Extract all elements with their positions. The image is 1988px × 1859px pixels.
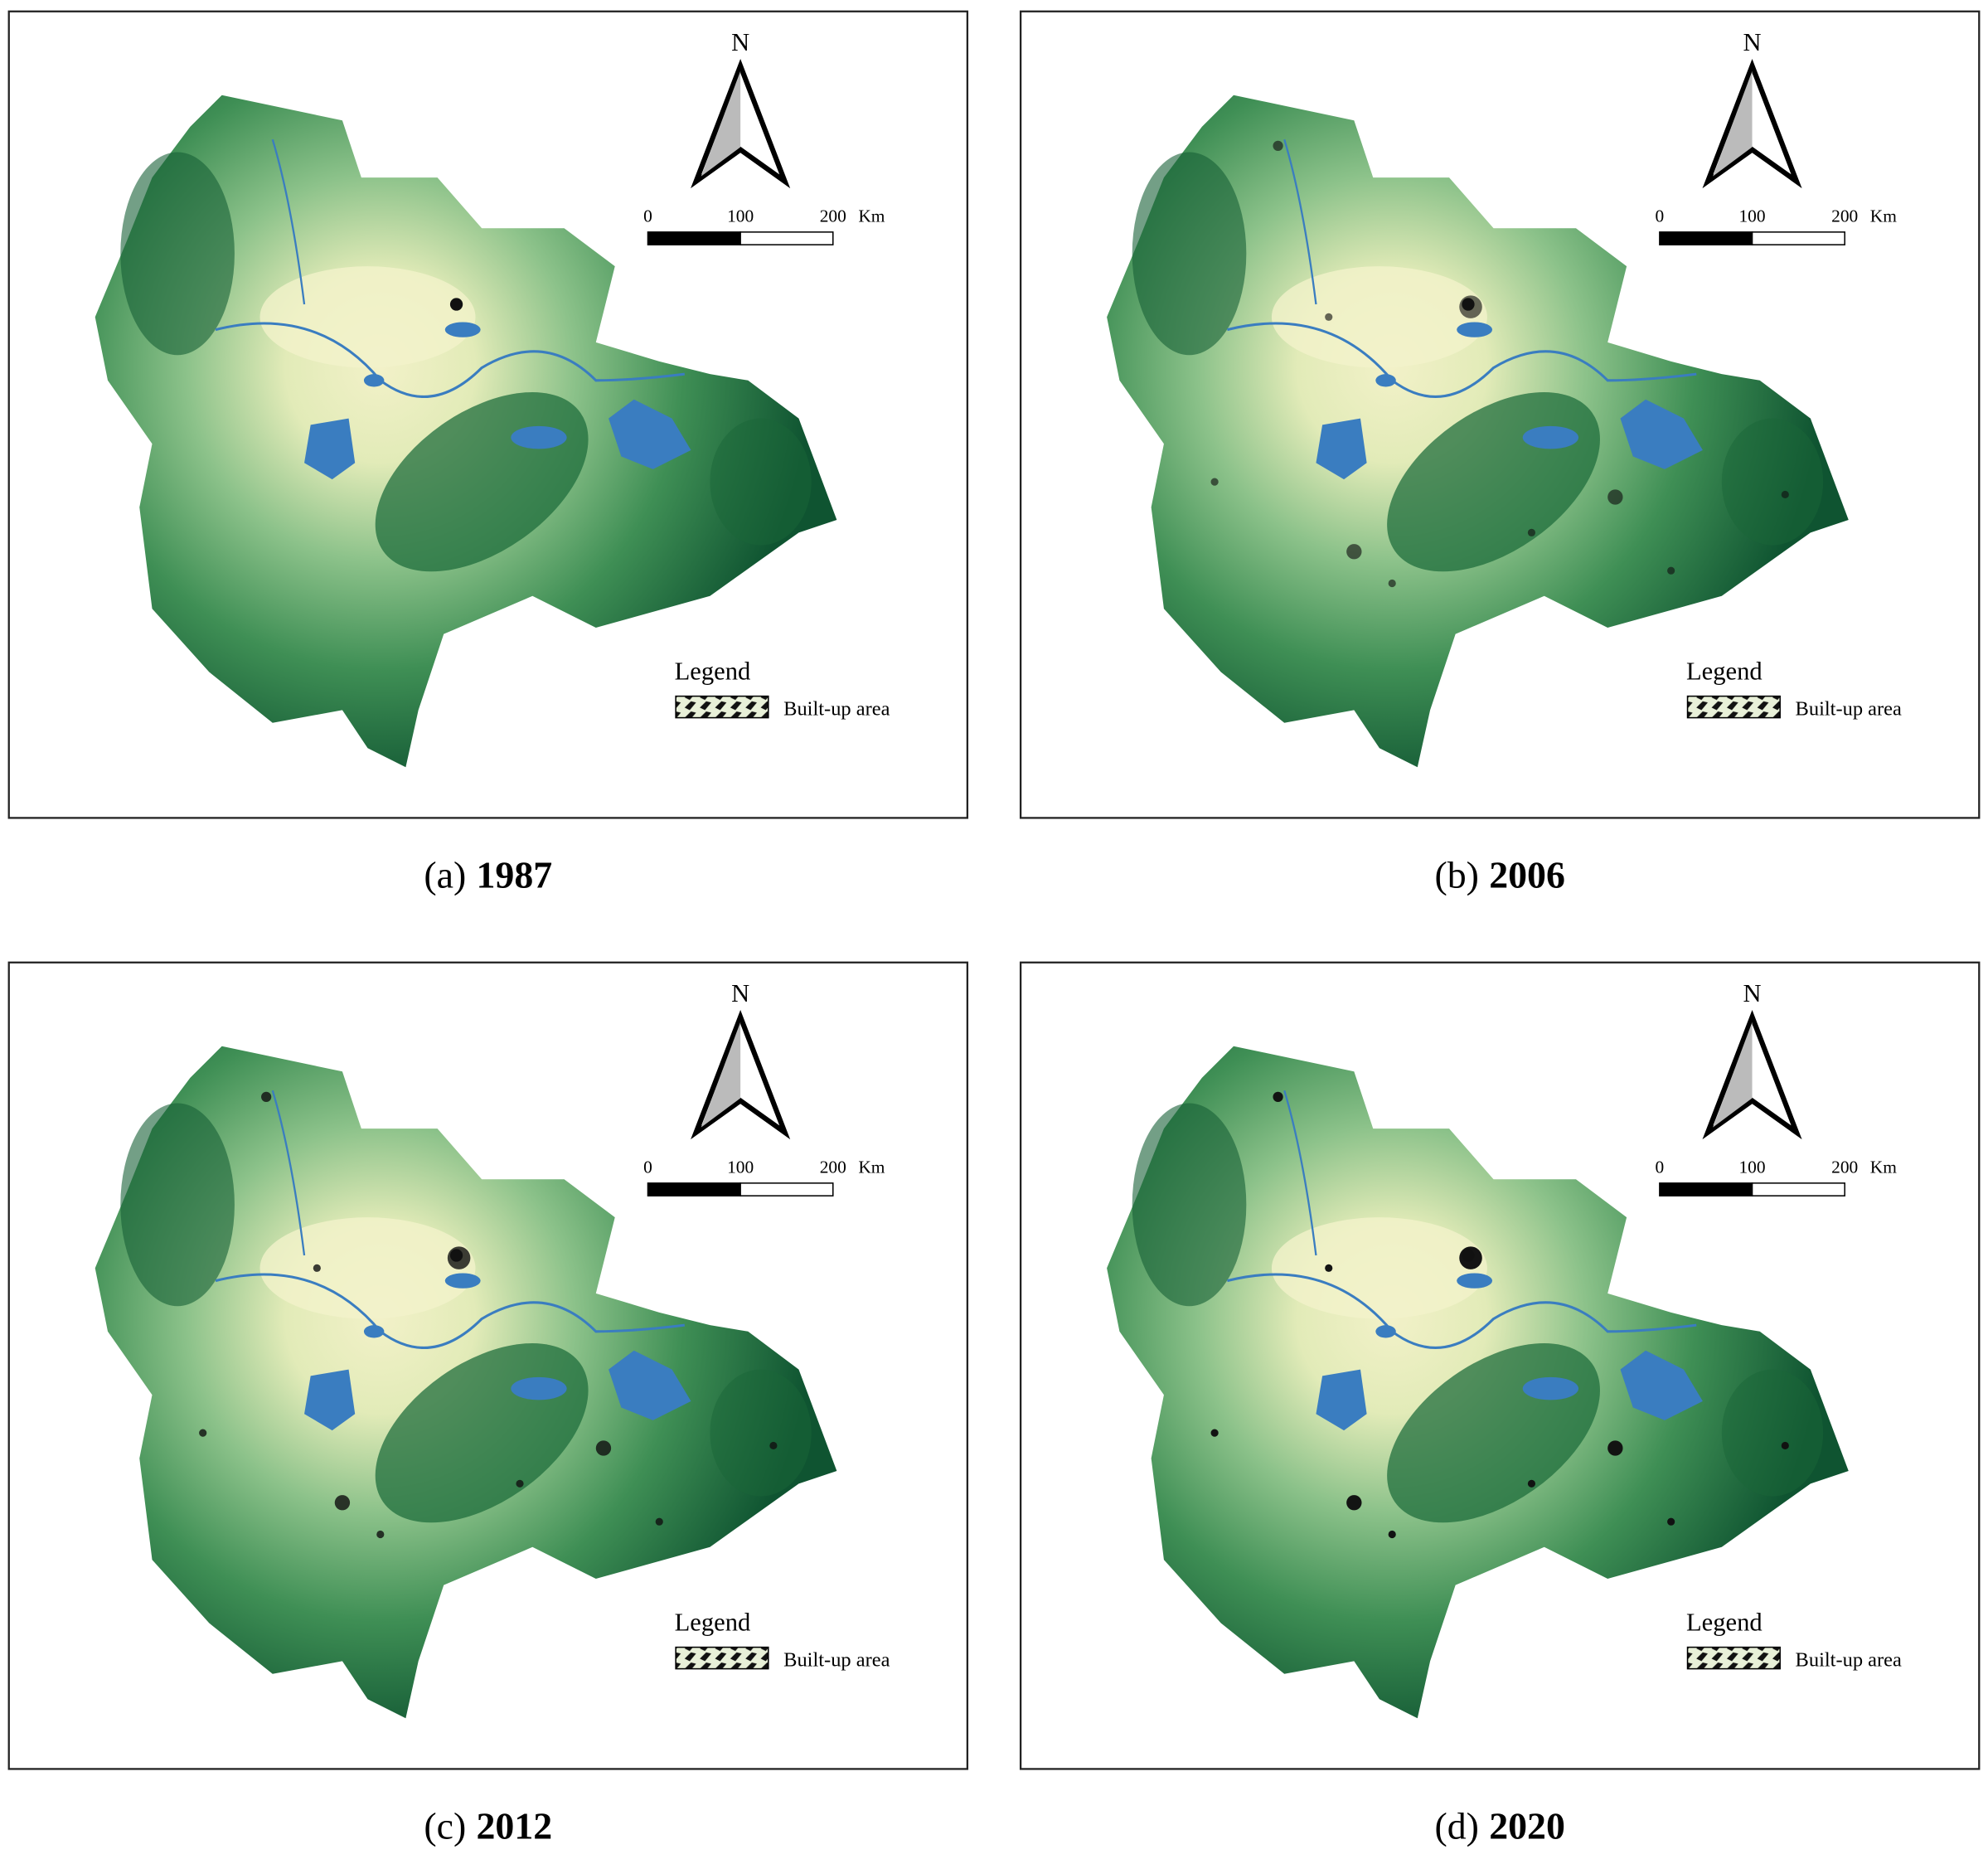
legend-title: Legend: [1686, 658, 1763, 686]
scale-label: 200: [1831, 206, 1858, 226]
legend-swatch: [1686, 695, 1781, 719]
legend-item: Built-up area: [783, 1649, 890, 1672]
map-panel: N 0 100 200 Km Legend Built-up area (c) 2012: [7, 961, 969, 1847]
caption-label: (b): [1434, 854, 1478, 896]
scale-label: 200: [1831, 1158, 1858, 1177]
scale-label: 100: [1738, 206, 1765, 226]
scale-bar-white: [1751, 231, 1845, 245]
caption: (b) 2006: [1434, 854, 1564, 896]
scale-label: 0: [643, 206, 652, 226]
scale-unit: Km: [1870, 1158, 1897, 1177]
scale-bar-black: [1659, 231, 1753, 245]
legend-title: Legend: [675, 658, 751, 686]
scale-bar-black: [647, 231, 741, 245]
caption-year: 1987: [477, 854, 553, 896]
legend-swatch: [675, 695, 769, 719]
legend-title: Legend: [1686, 1609, 1763, 1637]
scale-label: 200: [820, 206, 846, 226]
caption-year: 2006: [1489, 854, 1565, 896]
map-panel: N 0 100 200 Km Legend Built-up area (d) 2020: [1019, 961, 1981, 1847]
scale-bar-black: [1659, 1182, 1753, 1196]
legend-item: Built-up area: [1796, 698, 1902, 721]
scale-label: 0: [1656, 1158, 1665, 1177]
caption: (c) 2012: [424, 1805, 552, 1847]
caption-label: (c): [424, 1805, 466, 1847]
scale-bar-black: [647, 1182, 741, 1196]
caption-label: (d): [1434, 1805, 1478, 1847]
scale-bar-white: [1751, 1182, 1845, 1196]
legend-item: Built-up area: [1796, 1649, 1902, 1672]
north-label: N: [1743, 979, 1761, 1007]
scale-unit: Km: [858, 206, 885, 226]
scale-label: 100: [1738, 1158, 1765, 1177]
scale-bar-white: [739, 1182, 834, 1196]
map-panel: N 0 100 200 Km Legend Built-up area (b) 2006: [1019, 10, 1981, 896]
north-label: N: [731, 28, 749, 56]
north-arrow-shade: [701, 70, 741, 177]
scale-label: 100: [727, 1158, 754, 1177]
legend-title: Legend: [675, 1609, 751, 1637]
scale-label: 0: [643, 1158, 652, 1177]
scale-label: 0: [1656, 206, 1665, 226]
legend-swatch: [675, 1646, 769, 1670]
caption-year: 2012: [477, 1805, 553, 1847]
map-panel: N 0 100 200 Km Legend Built-up area (a) 1987: [7, 10, 969, 896]
scale-bar-white: [739, 231, 834, 245]
legend-item: Built-up area: [783, 698, 890, 721]
legend-swatch: [1686, 1646, 1781, 1670]
scale-label: 200: [820, 1158, 846, 1177]
caption: (d) 2020: [1434, 1805, 1564, 1847]
north-label: N: [731, 979, 749, 1007]
caption-label: (a): [424, 854, 466, 896]
north-label: N: [1743, 28, 1761, 56]
caption-year: 2020: [1489, 1805, 1565, 1847]
caption: (a) 1987: [424, 854, 552, 896]
scale-unit: Km: [1870, 206, 1897, 226]
scale-label: 100: [727, 206, 754, 226]
scale-unit: Km: [858, 1158, 885, 1177]
